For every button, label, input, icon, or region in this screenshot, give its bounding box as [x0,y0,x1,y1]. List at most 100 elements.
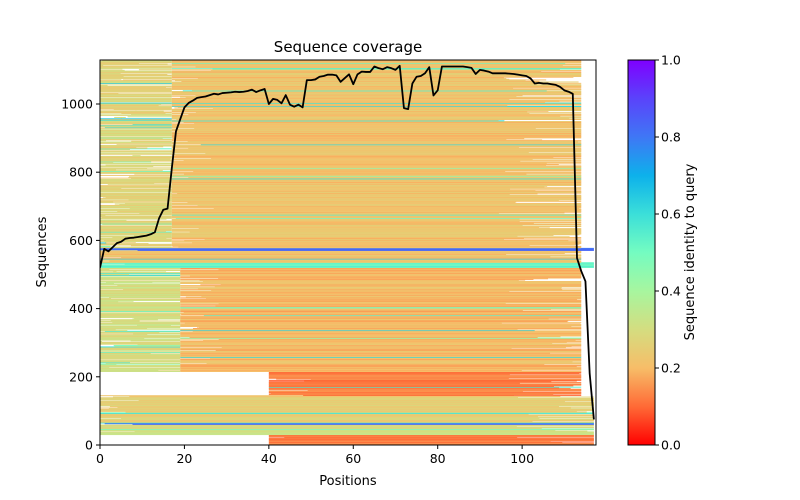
heatmap-row [100,92,172,94]
heatmap-row [100,131,172,133]
heatmap-row [100,103,172,105]
heatmap-row [100,216,172,218]
heatmap-row [171,127,582,129]
heatmap-row [100,130,172,132]
heatmap-row [195,95,523,97]
heatmap-row [180,280,519,282]
heatmap-row [100,269,181,271]
heatmap-row [100,204,172,206]
heatmap-row [171,179,582,181]
heatmap-row [171,112,530,114]
heatmap-row [100,305,181,307]
heatmap-row [138,399,594,401]
heatmap-row [109,297,181,299]
heatmap-row [100,74,172,76]
heatmap-row [171,120,505,122]
heatmap-row [100,283,114,285]
heatmap-row [100,172,172,174]
heatmap-row [100,412,594,414]
heatmap-row [100,138,172,140]
heatmap-row [129,395,561,397]
heatmap-row [100,228,172,230]
heatmap-row [100,232,172,234]
heatmap-row [171,74,582,76]
heatmap-row [268,438,594,440]
heatmap-row [180,321,582,323]
heatmap-row [100,250,582,252]
heatmap-row [171,220,582,222]
heatmap-row [171,201,517,203]
heatmap-row [100,205,172,207]
heatmap-row [100,349,181,351]
heatmap-row [100,432,594,434]
heatmap-row [100,82,172,84]
heatmap-row [100,190,172,192]
heatmap-row [218,338,582,340]
heatmap-row [100,329,116,331]
heatmap-row [171,76,574,78]
heatmap-row [100,144,172,146]
heatmap-row [178,246,582,248]
y-tick-label: 800 [69,165,93,180]
heatmap-row [100,82,172,84]
heatmap-row [100,397,594,399]
x-tick-label: 20 [176,451,192,466]
heatmap-row [205,298,582,300]
heatmap-row [180,334,582,336]
heatmap-row [105,196,172,198]
heatmap-row [213,208,582,210]
heatmap-row [180,359,582,361]
heatmap-row [100,268,110,270]
heatmap-row [171,244,575,246]
heatmap-row [100,129,172,131]
heatmap-row [171,119,499,121]
heatmap-row [100,355,181,357]
heatmap-row [202,280,582,282]
heatmap-row [171,217,582,219]
heatmap-row [100,300,181,302]
heatmap-row [171,76,582,78]
heatmap-row [100,127,172,129]
heatmap-row [171,72,582,74]
heatmap-row [171,85,582,87]
heatmap-row [100,405,594,407]
heatmap-row [100,420,594,422]
heatmap-row [171,230,582,232]
heatmap-row [100,153,172,155]
heatmap-row [100,336,181,338]
heatmap-row [113,108,172,110]
heatmap-row [100,265,594,267]
heatmap-row [174,107,582,109]
heatmap-row [137,324,181,326]
heatmap-row [100,182,172,184]
heatmap-row [180,317,582,319]
heatmap-row [100,299,181,301]
heatmap-row [100,146,164,148]
heatmap-row [138,69,172,71]
heatmap-row [171,168,582,170]
y-axis: 0 200 400 600 800 1000 [61,96,100,453]
heatmap-row [100,238,172,240]
heatmap-row [100,221,172,223]
heatmap-row [180,360,582,362]
heatmap-row [100,338,181,340]
colorbar [627,59,656,446]
heatmap-row [171,210,582,212]
heatmap-row [100,98,172,100]
heatmap-row [180,273,582,275]
heatmap-row [120,417,540,419]
heatmap-row [129,208,172,210]
heatmap-row [180,287,562,289]
heatmap-row [180,328,518,330]
heatmap-row [195,112,582,114]
heatmap-row [100,277,181,279]
heatmap-row [180,367,582,369]
heatmap-row [171,123,582,125]
heatmap-row [171,142,582,144]
heatmap-row [181,80,540,82]
heatmap-row [171,232,582,234]
heatmap-row [100,233,172,235]
heatmap-row [100,371,181,372]
heatmap-row [180,291,582,293]
heatmap-row [100,106,172,108]
